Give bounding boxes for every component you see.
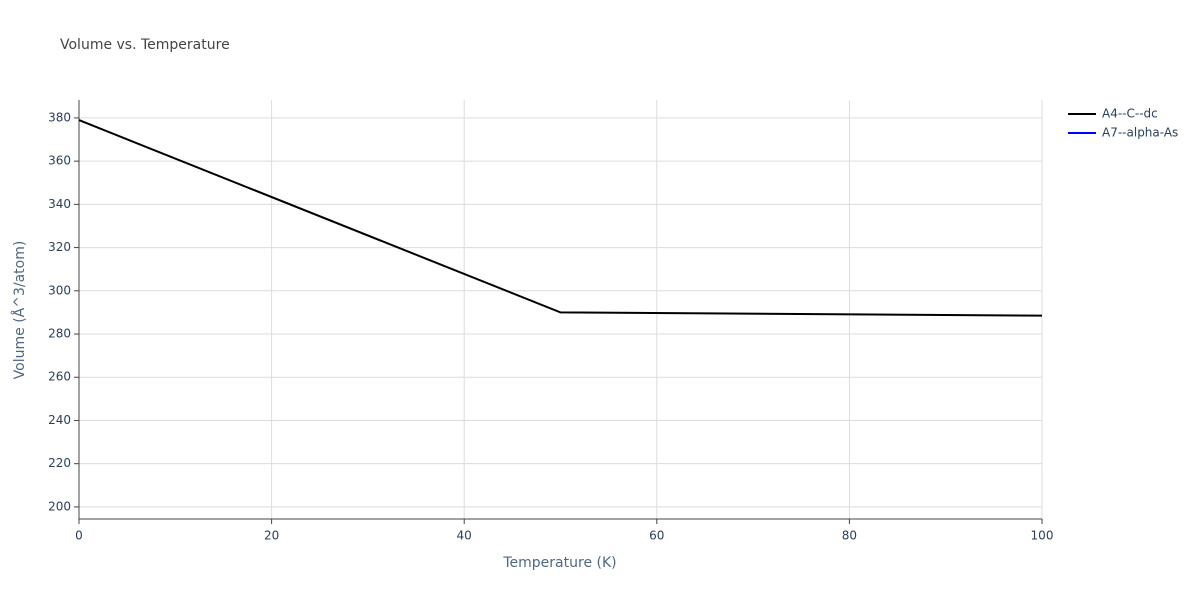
x-tick-label: 20 — [264, 529, 279, 543]
y-tick-label: 280 — [48, 327, 71, 341]
data-line — [78, 119, 1043, 317]
y-tick-label: 240 — [48, 413, 71, 427]
legend-label: A4--C--dc — [1102, 107, 1158, 121]
y-tick-label: 340 — [48, 197, 71, 211]
y-tick-label: 300 — [48, 283, 71, 297]
y-tick-label: 320 — [48, 240, 71, 254]
x-axis-label: Temperature (K) — [502, 555, 616, 571]
x-tick-label: 80 — [842, 529, 857, 543]
chart-title: Volume vs. Temperature — [60, 37, 230, 53]
y-tick-label: 260 — [48, 370, 71, 384]
x-tick-label: 100 — [1031, 529, 1054, 543]
x-tick-label: 60 — [649, 529, 664, 543]
y-axis-label: Volume (Å^3/atom) — [11, 241, 28, 380]
y-tick-label: 220 — [48, 456, 71, 470]
y-tick-label: 360 — [48, 154, 71, 168]
x-tick-label: 40 — [457, 529, 472, 543]
y-tick-label: 200 — [48, 499, 71, 513]
x-tick-label: 0 — [75, 529, 83, 543]
legend-label: A7--alpha-As — [1102, 126, 1178, 140]
y-tick-label: 380 — [48, 110, 71, 124]
